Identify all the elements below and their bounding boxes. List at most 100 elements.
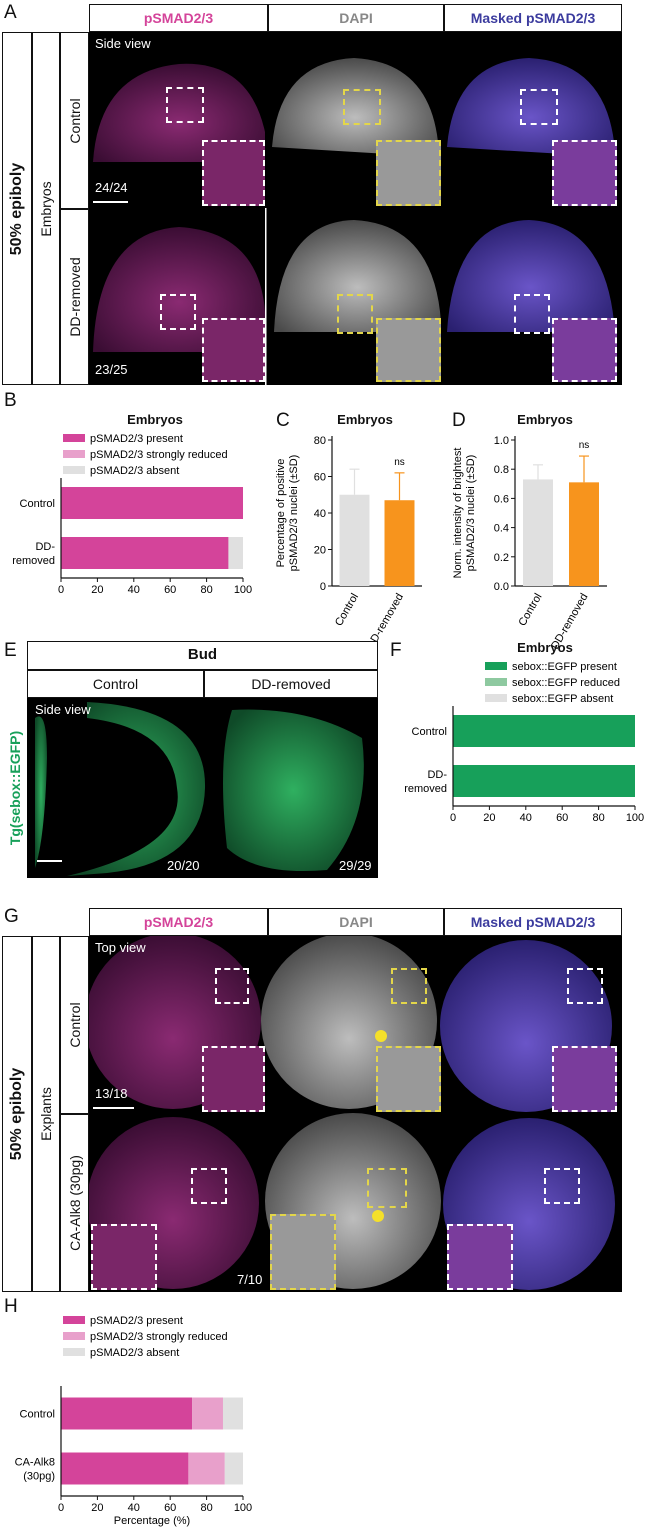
panel-letter-g: G <box>4 906 19 927</box>
y-tick-label: 60 <box>314 472 326 484</box>
roi-box <box>166 87 204 123</box>
chart-title-d: Embryos <box>517 412 573 427</box>
micrograph-grid-a: Side view 24/24 23/25 <box>89 32 622 385</box>
stage-label-box: 50% epiboly <box>2 32 32 385</box>
y-tick-label: 40 <box>314 508 326 520</box>
bar <box>569 482 599 586</box>
legend-swatch <box>63 434 85 442</box>
roi-box <box>567 968 603 1004</box>
view-label-e: Side view <box>35 702 91 717</box>
header-masked-g: Masked pSMAD2/3 <box>444 908 622 936</box>
count-dd-a: 23/25 <box>95 362 128 377</box>
line-label: Tg(sebox::EGFP) <box>6 730 23 846</box>
embryo-dd-dapi <box>274 220 441 332</box>
y-tick-label: 0.0 <box>494 581 509 593</box>
x-tick-label: 80 <box>592 812 604 824</box>
significance-label: ns <box>579 440 590 451</box>
legend-swatch <box>485 662 507 670</box>
panel-letter-a: A <box>4 2 17 23</box>
header-pSMAD: pSMAD2/3 <box>89 4 268 32</box>
bar-segment <box>61 487 243 519</box>
bar <box>339 494 370 586</box>
bar-segment <box>61 1452 189 1485</box>
y-axis-label-line2: pSMAD2/3 nuclei (±SD) <box>288 455 300 572</box>
y-tick-label: 80 <box>314 435 326 447</box>
category-label: DD-removed <box>12 541 55 567</box>
legend-label: pSMAD2/3 absent <box>90 465 179 477</box>
x-tick-label: 20 <box>483 812 495 824</box>
stage-label-g: 50% epiboly <box>8 1067 25 1161</box>
bar-segment <box>61 1397 193 1430</box>
roi-box <box>514 294 550 334</box>
roi-box <box>520 89 558 125</box>
legend-swatch <box>63 450 85 458</box>
bar <box>523 479 553 586</box>
row-label-control-g: Control <box>66 1002 83 1048</box>
x-tick-label: 40 <box>520 812 532 824</box>
bar-segment <box>222 1397 243 1430</box>
panel-letter-h: H <box>4 1296 18 1317</box>
x-axis-label: Percentage (%) <box>506 825 582 826</box>
bar-segment <box>61 537 229 569</box>
row-label-alk8-g: CA-Alk8 (30pg) <box>66 1155 83 1251</box>
x-tick-label: 100 <box>234 1502 252 1514</box>
category-label: Control <box>412 726 447 738</box>
marker-dot <box>375 1030 387 1042</box>
roi-box <box>391 968 427 1004</box>
x-tick-label: 0 <box>58 584 64 596</box>
legend-label: sebox::EGFP present <box>512 661 617 673</box>
bar-segment <box>228 537 243 569</box>
count-control-g: 13/18 <box>95 1086 128 1101</box>
significance-label: ns <box>394 457 405 468</box>
bar-segment <box>453 715 635 747</box>
chart-h: pSMAD2/3 present pSMAD2/3 strongly reduce… <box>15 1315 253 1527</box>
sample-label-g: Explants <box>38 1087 54 1141</box>
zoom-inset <box>202 318 265 382</box>
x-tick-label: 40 <box>128 1502 140 1514</box>
roi-box <box>337 294 373 334</box>
count-control-e: 20/20 <box>167 858 200 873</box>
y-tick-label: 0 <box>320 581 326 593</box>
y-axis-label-line1: Norm. intensity of brightest <box>452 448 464 579</box>
category-label: CA-Alk8 (30pg) <box>15 1457 55 1483</box>
stage-label-box-g: 50% epiboly <box>2 936 32 1292</box>
row-label-box-dd: DD-removed <box>60 209 89 385</box>
panel-letter-d: D <box>452 410 466 431</box>
x-tick-label: 0 <box>58 1502 64 1514</box>
header-control-e: Control <box>27 670 204 698</box>
sample-label: Embryos <box>38 180 54 237</box>
x-tick-label: 60 <box>164 584 176 596</box>
y-axis-label-line2: pSMAD2/3 nuclei (±SD) <box>465 455 477 572</box>
count-control-a: 24/24 <box>95 180 128 195</box>
zoom-inset <box>91 1224 157 1290</box>
x-tick-label: Control <box>516 592 544 629</box>
zoom-inset <box>552 1046 617 1112</box>
chart-title-f: Embryos <box>517 640 573 655</box>
bar-segment <box>192 1397 223 1430</box>
legend-label: pSMAD2/3 strongly reduced <box>90 1331 228 1343</box>
legend-swatch <box>485 694 507 702</box>
header-dd-e: DD-removed <box>204 670 378 698</box>
zoom-inset <box>270 1214 336 1290</box>
row-label-box-control-g: Control <box>60 936 89 1114</box>
bar <box>384 500 415 586</box>
x-tick-label: 20 <box>91 1502 103 1514</box>
view-label-a: Side view <box>95 36 151 51</box>
count-alk8-g: 7/10 <box>237 1272 263 1287</box>
header-bud: Bud <box>27 641 378 670</box>
legend-swatch <box>63 1348 85 1356</box>
zoom-inset <box>552 318 617 382</box>
zoom-inset <box>202 140 265 206</box>
roi-box <box>544 1168 580 1204</box>
embryo-dd-masked <box>447 220 614 332</box>
roi-box <box>160 294 196 330</box>
legend-swatch <box>485 678 507 686</box>
embryo-control-masked <box>447 58 614 157</box>
stage-label: 50% epiboly <box>8 162 25 255</box>
y-axis-label-line1: Percentage of positive <box>275 459 287 568</box>
embryo-control-pSMAD <box>93 63 265 162</box>
header-pSMAD-g: pSMAD2/3 <box>89 908 268 936</box>
row-label-box-alk8-g: CA-Alk8 (30pg) <box>60 1114 89 1292</box>
legend-label: sebox::EGFP absent <box>512 693 613 705</box>
row-label-control: Control <box>66 97 83 144</box>
